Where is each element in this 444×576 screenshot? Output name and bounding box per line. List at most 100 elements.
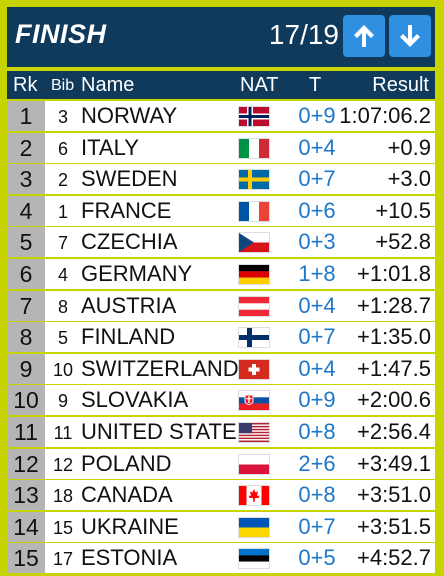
team-name: NORWAY [81, 103, 178, 128]
result-cell: +10.5 [375, 197, 431, 223]
rank-cell: 2 [7, 132, 45, 163]
table-row[interactable]: 15 17 ESTONIA 0+5 +4:52.7 [7, 543, 435, 574]
bib-cell: 2 [57, 170, 68, 191]
column-header-rank: Rk [13, 74, 38, 96]
slovakia-flag-icon [239, 391, 269, 411]
arrow-down-icon [400, 25, 420, 47]
penalty-cell: 1+8 [298, 260, 336, 286]
rank-cell: 3 [7, 164, 45, 195]
result-cell: 1:07:06.2 [339, 103, 431, 128]
result-cell: +1:47.5 [356, 355, 431, 381]
rank-cell: 4 [7, 195, 45, 226]
penalty-cell: 2+6 [298, 450, 336, 476]
switzerland-flag-icon [239, 359, 269, 379]
result-cell: +3:49.1 [356, 450, 431, 476]
poland-flag-icon [239, 454, 269, 474]
rank-cell: 13 [7, 480, 45, 511]
bib-cell: 17 [52, 549, 74, 570]
penalty-cell: 0+4 [298, 134, 336, 160]
table-row[interactable]: 2 6 ITALY 0+4 +0.9 [7, 132, 435, 163]
penalty-cell: 0+4 [298, 355, 336, 381]
column-header-nat: NAT [240, 74, 279, 96]
penalty-cell: 0+5 [298, 545, 336, 571]
page-counter: 17/19 [268, 19, 339, 50]
team-name: UKRAINE [81, 513, 179, 539]
result-cell: +52.8 [375, 229, 431, 255]
bib-cell: 12 [52, 454, 74, 475]
austria-flag-icon [239, 296, 269, 316]
table-row[interactable]: 6 4 GERMANY 1+8 +1:01.8 [7, 258, 435, 289]
penalty-cell: 0+7 [298, 166, 336, 192]
rank-cell: 1 [7, 101, 45, 131]
team-name: ESTONIA [81, 545, 178, 571]
bib-cell: 6 [57, 138, 68, 159]
bib-cell: 5 [57, 328, 68, 349]
czechia-flag-icon [239, 233, 269, 253]
penalty-cell: 0+3 [298, 229, 336, 255]
team-name: AUSTRIA [81, 292, 177, 318]
estonia-flag-icon [239, 549, 269, 569]
penalty-cell: 0+7 [298, 324, 336, 350]
rank-cell: 6 [7, 258, 45, 289]
table-row[interactable]: 12 12 POLAND 2+6 +3:49.1 [7, 448, 435, 479]
rank-cell: 9 [7, 353, 45, 384]
team-name: UNITED STATES [81, 418, 252, 444]
previous-button[interactable] [343, 15, 385, 57]
table-row[interactable]: 1 3 NORWAY 0+9 1:07:06.2 [7, 101, 435, 131]
bib-cell: 3 [57, 107, 68, 127]
team-name: CZECHIA [81, 229, 178, 255]
table-row[interactable]: 3 2 SWEDEN 0+7 +3.0 [7, 164, 435, 195]
rank-cell: 5 [7, 227, 45, 258]
rank-cell: 7 [7, 290, 45, 321]
rank-cell: 15 [7, 543, 45, 574]
bib-cell: 18 [52, 486, 74, 507]
table-row[interactable]: 13 18 CANADA 0+8 +3:51.0 [7, 480, 435, 511]
rank-cell: 10 [7, 385, 45, 416]
header-bar: FINISH 17/19 [7, 7, 435, 67]
column-headers: Rk Bib Name NAT T Result [7, 71, 435, 99]
team-name: SLOVAKIA [81, 387, 189, 413]
table-row[interactable]: 11 11 UNITED STATES 0+8 +2:56.4 [7, 416, 435, 447]
bib-cell: 9 [57, 391, 68, 412]
table-row[interactable]: 7 8 AUSTRIA 0+4 +1:28.7 [7, 290, 435, 321]
table-row[interactable]: 9 10 SWITZERLAND 0+4 +1:47.5 [7, 353, 435, 384]
canada-flag-icon [239, 486, 269, 506]
france-flag-icon [239, 201, 269, 221]
team-name: SWEDEN [81, 166, 178, 192]
next-button[interactable] [389, 15, 431, 57]
table-row[interactable]: 5 7 CZECHIA 0+3 +52.8 [7, 227, 435, 258]
column-header-t: T [309, 74, 322, 96]
rank-cell: 12 [7, 448, 45, 479]
bib-cell: 7 [57, 233, 68, 254]
germany-flag-icon [239, 264, 269, 284]
bib-cell: 1 [57, 201, 68, 222]
table-row[interactable]: 10 9 SLOVAKIA 0+9 +2:00.6 [7, 385, 435, 416]
result-cell: +3.0 [387, 166, 431, 192]
result-cell: +1:35.0 [356, 324, 431, 350]
team-name: CANADA [81, 482, 173, 508]
penalty-cell: 0+7 [298, 513, 336, 539]
bib-cell: 11 [53, 422, 73, 443]
table-row[interactable]: 14 15 UKRAINE 0+7 +3:51.5 [7, 511, 435, 542]
team-name: FRANCE [81, 197, 172, 223]
table-row[interactable]: 4 1 FRANCE 0+6 +10.5 [7, 195, 435, 226]
results-table: 1 3 NORWAY 0+9 1:07:06.2 2 6 ITALY 0+4 +0.9 3 2 SWED… [7, 101, 435, 575]
result-cell: +3:51.5 [356, 513, 431, 539]
team-name: GERMANY [81, 260, 193, 286]
ukraine-flag-icon [239, 517, 269, 537]
team-name: POLAND [81, 450, 172, 476]
penalty-cell: 0+8 [298, 418, 336, 444]
result-cell: +1:01.8 [356, 260, 431, 286]
table-row[interactable]: 8 5 FINLAND 0+7 +1:35.0 [7, 322, 435, 353]
penalty-cell: 0+6 [298, 197, 336, 223]
result-cell: +3:51.0 [356, 482, 431, 508]
penalty-cell: 0+9 [298, 103, 336, 128]
column-header-result: Result [372, 74, 429, 96]
bib-cell: 10 [52, 359, 74, 380]
bib-cell: 15 [52, 517, 74, 538]
bib-cell: 4 [57, 264, 68, 285]
penalty-cell: 0+4 [298, 292, 336, 318]
rank-cell: 14 [7, 511, 45, 542]
norway-flag-icon [239, 107, 269, 126]
result-cell: +2:56.4 [356, 418, 431, 444]
